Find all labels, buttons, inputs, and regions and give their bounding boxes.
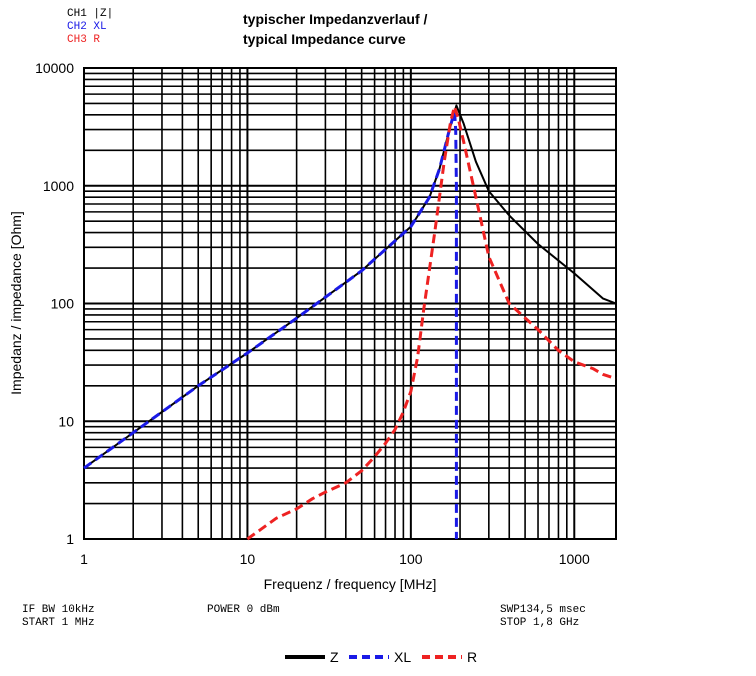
- y-axis-label: Impedanz / impedance [Ohm]: [8, 211, 24, 395]
- if-bw-text: IF BW 10kHz: [22, 604, 95, 616]
- channel-label-ch1: CH1 |Z|: [67, 8, 114, 20]
- y-tick-label: 10: [58, 413, 74, 429]
- x-tick-label: 1: [80, 551, 88, 567]
- footer-left: IF BW 10kHz START 1 MHz: [22, 604, 95, 630]
- x-axis-label: Frequenz / frequency [MHz]: [264, 576, 437, 592]
- power-text: POWER 0 dBm: [207, 604, 280, 616]
- chart-legend: Z XL R: [285, 649, 477, 665]
- series-line-xl: [83, 109, 458, 539]
- impedance-chart: 1 10 100 1000 1 10 100 1000 10000 Frequenz / fre…: [8, 60, 617, 592]
- y-tick-label: 1000: [43, 178, 74, 194]
- x-tick-label: 10: [240, 551, 256, 567]
- footer-mid: POWER 0 dBm: [207, 604, 280, 617]
- series-line-r: [246, 105, 617, 541]
- start-text: START 1 MHz: [22, 617, 95, 629]
- y-tick-label: 100: [51, 296, 75, 312]
- y-tick-label: 10000: [35, 60, 74, 76]
- y-tick-label: 1: [66, 531, 74, 547]
- channel-label-ch3: CH3 R: [67, 34, 101, 46]
- legend-label-z: Z: [330, 649, 339, 665]
- chart-title-line2: typical Impedance curve: [243, 31, 406, 47]
- channel-labels: CH1 |Z| CH2 XL CH3 R: [67, 8, 113, 47]
- footer-right: SWP134,5 msec STOP 1,8 GHz: [500, 604, 586, 630]
- x-tick-label: 100: [399, 551, 423, 567]
- tick-labels: 1 10 100 1000 1 10 100 1000 10000: [35, 60, 590, 567]
- series-layer: [83, 104, 617, 541]
- chart-grid: [83, 67, 617, 540]
- series-line-z: [83, 104, 617, 469]
- legend-label-xl: XL: [394, 649, 411, 665]
- stop-text: STOP 1,8 GHz: [500, 617, 580, 629]
- channel-label-ch2: CH2 XL: [67, 21, 107, 33]
- sweep-time-text: SWP134,5 msec: [500, 604, 586, 616]
- legend-label-r: R: [467, 649, 477, 665]
- chart-title-line1: typischer Impedanzverlauf /: [243, 11, 428, 27]
- x-tick-label: 1000: [559, 551, 590, 567]
- chart-title: typischer Impedanzverlauf / typical Impe…: [243, 9, 427, 49]
